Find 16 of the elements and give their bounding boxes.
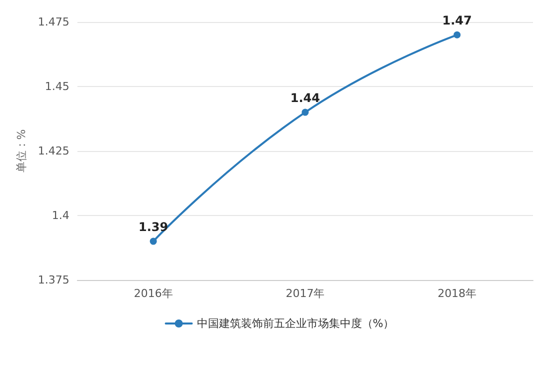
x-tick-label: 2018年 (438, 287, 477, 300)
point (302, 108, 309, 116)
data-label: 1.47 (442, 13, 472, 28)
point (150, 238, 157, 245)
x-tick-label: 2017年 (286, 287, 325, 300)
y-tick-label: 1.475 (38, 16, 70, 28)
x-tick-label: 2016年 (134, 287, 173, 300)
point (454, 31, 461, 38)
legend-label: 中国建筑装饰前五企业市场集中度（%） (196, 317, 394, 330)
y-tick-label: 1.375 (38, 274, 70, 286)
y-axis-title: 单位：% (15, 129, 28, 173)
data-label: 1.39 (138, 220, 168, 234)
y-tick-label: 1.45 (44, 80, 70, 93)
y-tick-label: 1.4 (52, 209, 70, 222)
y-tick-label: 1.425 (38, 144, 70, 158)
data-label: 1.44 (290, 90, 320, 105)
